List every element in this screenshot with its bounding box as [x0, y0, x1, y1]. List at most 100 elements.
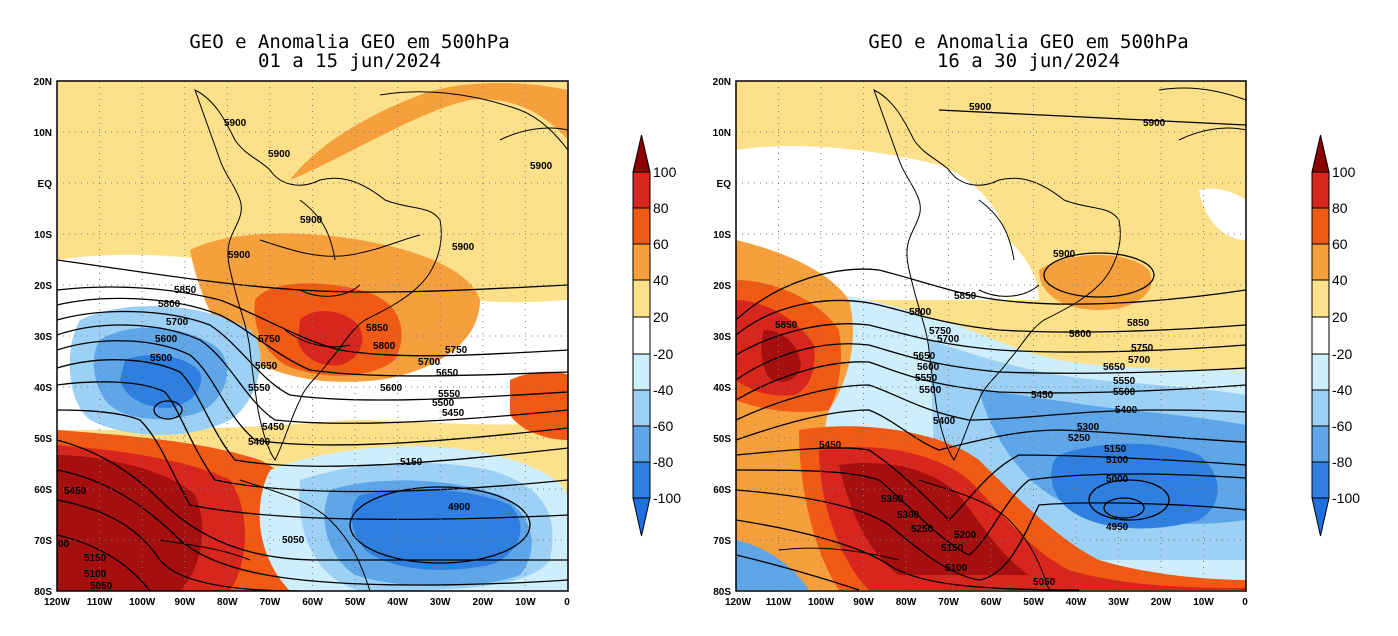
contour-label: 5250 [1068, 433, 1091, 444]
contour-label: 5450 [64, 486, 87, 497]
lon-label: 90W [853, 597, 874, 608]
lon-label: 120W [725, 597, 752, 608]
contour-label: 5450 [442, 408, 465, 419]
colorbar-label: 80 [653, 200, 669, 216]
contour-label: 5150 [1104, 444, 1127, 455]
colorbar-label: 40 [1332, 272, 1348, 288]
lat-label: 40S [34, 383, 52, 394]
contour-label: 5150 [84, 553, 107, 564]
contour-label: 5550 [1113, 376, 1136, 387]
lat-label: 20N [713, 77, 731, 88]
colorbar-swatch [632, 207, 651, 245]
lon-axis-labels: 120W 110W 100W 90W 80W 70W 60W 50W 40W 3… [44, 597, 570, 608]
colorbar-label: -60 [653, 418, 673, 434]
lat-label: 50S [34, 434, 52, 445]
left-panel: GEO e Anomalia GEO em 500hPa 01 a 15 jun… [34, 31, 682, 608]
lat-axis-labels: 20N 10N EQ 10S 20S 30S 40S 50S 60S 70S 8… [34, 77, 53, 598]
lon-label: 30W [430, 597, 451, 608]
contour-labels: 5900 5900 5900 5850 5850 5800 5750 5700 … [775, 102, 1166, 588]
contour-label: 5100 [945, 563, 968, 574]
lon-label: 10W [1193, 597, 1214, 608]
contour-label: 5250 [911, 524, 934, 535]
colorbar-label: -80 [1332, 454, 1352, 470]
contour-label: 5900 [268, 149, 291, 160]
colorbar-swatch [1311, 316, 1330, 355]
contour-label: 5900 [530, 161, 553, 172]
contour-label: 5500 [432, 398, 455, 409]
lon-label: 20W [473, 597, 494, 608]
height-contours [57, 259, 568, 591]
lon-label: 40W [387, 597, 408, 608]
contour-label: 5300 [1077, 422, 1100, 433]
colorbar-top-arrow [632, 134, 651, 173]
contour-label: 5400 [248, 437, 271, 448]
contour-label: 5850 [366, 323, 389, 334]
lat-label: 10N [713, 128, 731, 139]
contour-label: 5050 [282, 535, 305, 546]
colorbar-label: -20 [1332, 346, 1352, 362]
contour-label: 5650 [255, 361, 278, 372]
colorbar-swatch [632, 243, 651, 281]
contour-label: 5750 [929, 326, 952, 337]
contour-label: 5500 [150, 353, 173, 364]
contour-label: 5850 [174, 285, 197, 296]
colorbar-swatch [1311, 389, 1330, 427]
lat-label: 40S [713, 383, 731, 394]
colorbar-swatch [1311, 279, 1330, 318]
lon-label: 0 [1242, 597, 1248, 608]
colorbar-bottom-arrow [632, 497, 651, 537]
lon-label: 70W [938, 597, 959, 608]
contour-label: 5700 [1128, 355, 1151, 366]
colorbar-label: 100 [1332, 164, 1356, 180]
contour-label: 5650 [913, 351, 936, 362]
colorbar-swatch [1311, 243, 1330, 281]
contour-label: 5700 [166, 317, 189, 328]
colorbar-swatch [632, 171, 651, 209]
lon-label: 10W [515, 597, 536, 608]
colorbar-label: -80 [653, 454, 673, 470]
lon-axis-labels: 120W 110W 100W 90W 80W 70W 60W 50W 40W 3… [725, 597, 1248, 608]
contour-label: 5800 [373, 341, 396, 352]
panel-title-line1: GEO e Anomalia GEO em 500hPa [189, 31, 510, 53]
lon-label: 20W [1151, 597, 1172, 608]
contour-label: 5850 [775, 320, 798, 331]
colorbar-swatch [632, 316, 651, 355]
colorbar-label: 20 [1332, 309, 1348, 325]
contour-label: 5150 [400, 457, 423, 468]
lat-label: 20S [34, 281, 52, 292]
colorbar-swatch [1311, 461, 1330, 499]
anomaly-field [57, 81, 568, 591]
panel-title-line2: 16 a 30 jun/2024 [936, 50, 1121, 72]
map-figure: 5900 5900 5900 5900 5900 5900 5850 5800 … [34, 77, 682, 608]
colorbar-label: 40 [653, 272, 669, 288]
lon-label: 60W [302, 597, 323, 608]
contour-label: 5000 [1106, 474, 1129, 485]
lon-label: 100W [129, 597, 156, 608]
lon-label: 50W [345, 597, 366, 608]
colorbar-top-arrow [1311, 134, 1330, 173]
contour-labels: 5900 5900 5900 5900 5900 5900 5850 5800 … [58, 118, 553, 592]
lon-label: 120W [44, 597, 71, 608]
contour-label: 5200 [954, 530, 977, 541]
contour-label: 5500 [919, 385, 942, 396]
contour-label: 5450 [1031, 390, 1054, 401]
lon-label: 70W [260, 597, 281, 608]
lat-label: 70S [34, 536, 52, 547]
contour-label: 5900 [452, 242, 475, 253]
contour-label: 5400 [933, 416, 956, 427]
contour-label: 5900 [224, 118, 247, 129]
colorbar-label: 20 [653, 309, 669, 325]
colorbar-label: -100 [653, 490, 681, 506]
lat-label: 30S [713, 332, 731, 343]
colorbar-label: -40 [653, 382, 673, 398]
contour-label: 5050 [1033, 577, 1056, 588]
lon-label: 50W [1023, 597, 1044, 608]
lat-label: EQ [38, 179, 53, 190]
panel-title-line2: 01 a 15 jun/2024 [257, 50, 442, 72]
colorbar: 100 80 60 40 20 -20 -40 -60 -80 -100 [1311, 134, 1360, 537]
contour-label: 5800 [909, 307, 932, 318]
contour-label: 5100 [84, 569, 107, 580]
colorbar-label: 60 [653, 236, 669, 252]
contour-label: 5400 [1115, 405, 1138, 416]
contour-label: 5150 [941, 543, 964, 554]
